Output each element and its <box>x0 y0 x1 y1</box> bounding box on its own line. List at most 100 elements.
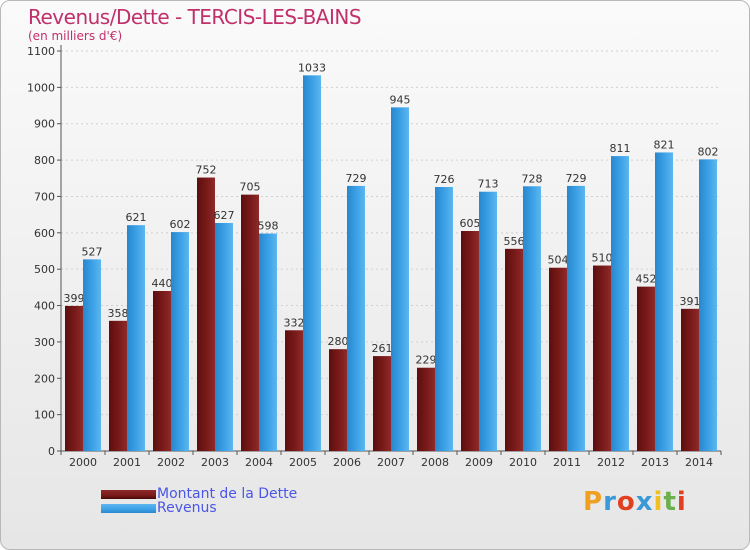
bar-revenus <box>567 185 585 451</box>
data-label-dette: 510 <box>592 252 613 265</box>
y-tick-label: 100 <box>34 409 55 422</box>
logo-letter: r <box>603 487 617 517</box>
data-label-revenus: 729 <box>566 172 587 185</box>
data-label-revenus: 602 <box>170 218 191 231</box>
bar-dette <box>197 177 215 451</box>
bar-revenus <box>391 107 409 451</box>
data-label-dette: 332 <box>284 316 305 329</box>
bar-dette <box>285 330 303 451</box>
chart-title: Revenus/Dette - TERCIS-LES-BAINS <box>28 5 362 29</box>
y-tick-label: 600 <box>34 227 55 240</box>
x-tick-label: 2004 <box>245 456 273 469</box>
x-tick-label: 2003 <box>201 456 229 469</box>
data-label-dette: 280 <box>328 335 349 348</box>
data-label-revenus: 527 <box>82 245 103 258</box>
x-tick-label: 2013 <box>641 456 669 469</box>
data-label-dette: 452 <box>636 273 657 286</box>
y-tick-label: 0 <box>48 445 55 458</box>
x-tick-label: 2000 <box>69 456 97 469</box>
bar-revenus <box>655 152 673 452</box>
bar-revenus <box>83 259 101 451</box>
y-tick-label: 400 <box>34 300 55 313</box>
bar-revenus <box>611 156 629 451</box>
bar-revenus <box>259 233 277 451</box>
data-label-revenus: 713 <box>478 178 499 191</box>
bar-revenus <box>215 223 233 451</box>
bar-revenus <box>479 191 497 451</box>
logo-letter: o <box>616 487 636 517</box>
data-label-dette: 440 <box>152 277 173 290</box>
legend-label-revenus: Revenus <box>157 500 217 516</box>
proxiti-logo[interactable]: Proxiti <box>583 487 687 517</box>
logo-letter: i <box>653 487 664 517</box>
data-label-revenus: 1033 <box>298 61 326 74</box>
logo-letter: t <box>663 487 677 517</box>
legend-swatch-dette <box>101 490 156 499</box>
legend-label-dette: Montant de la Dette <box>157 486 298 502</box>
data-label-revenus: 726 <box>434 173 455 186</box>
x-tick-label: 2009 <box>465 456 493 469</box>
data-label-dette: 229 <box>416 354 437 367</box>
bar-revenus <box>127 225 145 451</box>
y-tick-label: 1000 <box>27 81 55 94</box>
bar-revenus <box>303 75 321 451</box>
bar-dette <box>593 265 611 451</box>
data-label-revenus: 598 <box>258 220 279 233</box>
data-label-dette: 504 <box>548 254 569 267</box>
data-label-dette: 752 <box>196 164 217 177</box>
x-tick-label: 2007 <box>377 456 405 469</box>
y-tick-label: 900 <box>34 118 55 131</box>
y-tick-label: 700 <box>34 190 55 203</box>
data-label-dette: 556 <box>504 235 525 248</box>
x-tick-label: 2006 <box>333 456 361 469</box>
bar-dette <box>153 291 171 451</box>
bar-revenus <box>435 187 453 451</box>
chart-subtitle: (en milliers d'€) <box>28 29 123 43</box>
data-label-dette: 399 <box>64 292 85 305</box>
x-tick-label: 2001 <box>113 456 141 469</box>
y-tick-label: 1100 <box>27 45 55 58</box>
bar-dette <box>109 320 127 451</box>
data-label-dette: 605 <box>460 217 481 230</box>
bar-dette <box>417 367 435 451</box>
bar-dette <box>373 356 391 451</box>
x-tick-label: 2011 <box>553 456 581 469</box>
bar-revenus <box>347 185 365 451</box>
x-tick-label: 2002 <box>157 456 185 469</box>
data-label-revenus: 821 <box>654 138 675 151</box>
data-label-dette: 705 <box>240 181 261 194</box>
bar-dette <box>241 194 259 452</box>
bar-dette <box>461 231 479 451</box>
data-label-revenus: 627 <box>214 209 235 222</box>
y-tick-label: 800 <box>34 154 55 167</box>
data-label-dette: 391 <box>680 295 701 308</box>
bar-revenus <box>171 232 189 451</box>
y-tick-label: 300 <box>34 336 55 349</box>
y-tick-label: 200 <box>34 372 55 385</box>
legend-swatch-revenus <box>101 504 156 513</box>
logo-letter: i <box>676 487 687 517</box>
x-tick-label: 2012 <box>597 456 625 469</box>
bar-dette <box>637 286 655 451</box>
data-label-revenus: 945 <box>390 93 411 106</box>
data-label-dette: 261 <box>372 342 393 355</box>
data-label-revenus: 621 <box>126 211 147 224</box>
x-tick-label: 2008 <box>421 456 449 469</box>
bar-dette <box>549 267 567 451</box>
bar-revenus <box>699 159 717 451</box>
x-tick-label: 2010 <box>509 456 537 469</box>
bar-dette <box>329 349 347 451</box>
bar-dette <box>505 248 523 451</box>
data-label-revenus: 802 <box>698 145 719 158</box>
y-tick-label: 500 <box>34 263 55 276</box>
bar-dette <box>65 305 83 451</box>
x-tick-label: 2005 <box>289 456 317 469</box>
data-label-revenus: 729 <box>346 172 367 185</box>
logo-letter: x <box>635 487 654 517</box>
logo-letter: P <box>583 487 604 517</box>
data-label-revenus: 728 <box>522 172 543 185</box>
data-label-revenus: 811 <box>610 142 631 155</box>
bar-dette <box>681 308 699 451</box>
